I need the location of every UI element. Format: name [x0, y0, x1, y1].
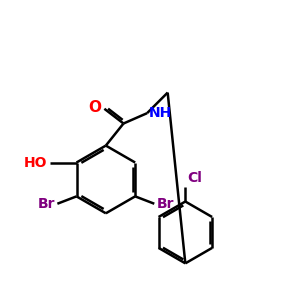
Text: O: O: [88, 100, 101, 115]
Text: Br: Br: [157, 197, 174, 211]
Text: NH: NH: [148, 106, 172, 120]
Text: Br: Br: [38, 197, 55, 211]
Text: HO: HO: [24, 155, 48, 170]
Text: Cl: Cl: [187, 171, 202, 185]
